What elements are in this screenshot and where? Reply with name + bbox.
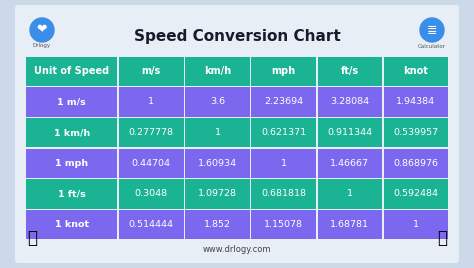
Bar [251,57,316,86]
Text: ft/s: ft/s [341,66,359,76]
Bar [383,180,448,209]
Text: km/h: km/h [204,66,231,76]
Text: 1 ft/s: 1 ft/s [58,189,85,199]
Text: 0.592484: 0.592484 [393,189,438,199]
Bar [318,118,382,147]
Text: 1: 1 [148,98,155,106]
Circle shape [420,18,444,42]
Text: 1: 1 [347,189,353,199]
Bar [383,118,448,147]
Text: 3.6: 3.6 [210,98,225,106]
Text: Calculator: Calculator [418,43,446,49]
Bar [383,87,448,117]
Text: 1.852: 1.852 [204,220,231,229]
Text: knot: knot [403,66,428,76]
Bar [251,87,316,117]
Bar [26,87,118,117]
Bar [119,87,183,117]
Text: 1: 1 [413,220,419,229]
Text: Speed Conversion Chart: Speed Conversion Chart [134,28,340,43]
Text: 1.46667: 1.46667 [330,159,369,168]
Bar [119,180,183,209]
Bar [318,180,382,209]
Bar [185,118,250,147]
Bar [251,149,316,178]
Text: 1.60934: 1.60934 [198,159,237,168]
Bar [185,57,250,86]
Text: 1 knot: 1 knot [55,220,89,229]
Bar [383,149,448,178]
Bar [383,210,448,239]
Text: 1: 1 [215,128,220,137]
Bar [26,57,118,86]
Text: 2.23694: 2.23694 [264,98,303,106]
Text: 1.09728: 1.09728 [198,189,237,199]
Text: www.drlogy.com: www.drlogy.com [203,245,271,255]
Text: 0.3048: 0.3048 [135,189,168,199]
Text: Unit of Speed: Unit of Speed [34,66,109,76]
Bar [26,210,118,239]
Text: 1 km/h: 1 km/h [54,128,90,137]
Bar [119,210,183,239]
Text: 🏃: 🏃 [27,229,37,247]
Bar [383,57,448,86]
Text: 0.514444: 0.514444 [129,220,174,229]
Text: 1.94384: 1.94384 [396,98,436,106]
Text: 1 m/s: 1 m/s [57,98,86,106]
Text: 1: 1 [281,159,287,168]
Text: 🏃: 🏃 [437,229,447,247]
Circle shape [30,18,54,42]
Bar [119,149,183,178]
Bar [26,180,118,209]
Bar [318,210,382,239]
Text: 0.277778: 0.277778 [129,128,174,137]
Text: ≣: ≣ [427,24,437,36]
Bar [251,180,316,209]
Bar [318,149,382,178]
Bar [119,57,183,86]
Text: Drlogy: Drlogy [33,43,51,49]
Bar [185,149,250,178]
Bar [185,87,250,117]
Text: 0.621371: 0.621371 [261,128,306,137]
Text: 1.15078: 1.15078 [264,220,303,229]
Text: 0.681818: 0.681818 [261,189,306,199]
Bar [26,149,118,178]
Bar [318,57,382,86]
Text: mph: mph [272,66,296,76]
Bar [251,118,316,147]
Text: m/s: m/s [142,66,161,76]
Bar [185,210,250,239]
Text: 3.28084: 3.28084 [330,98,369,106]
Text: 1.68781: 1.68781 [330,220,369,229]
Text: 0.44704: 0.44704 [132,159,171,168]
Bar [185,180,250,209]
Text: 1 mph: 1 mph [55,159,88,168]
Bar [26,118,118,147]
FancyBboxPatch shape [15,5,459,263]
Bar [119,118,183,147]
Text: 0.868976: 0.868976 [393,159,438,168]
Text: 0.539957: 0.539957 [393,128,438,137]
Text: 0.911344: 0.911344 [327,128,373,137]
Bar [318,87,382,117]
Text: ❤: ❤ [37,24,47,36]
Bar [251,210,316,239]
